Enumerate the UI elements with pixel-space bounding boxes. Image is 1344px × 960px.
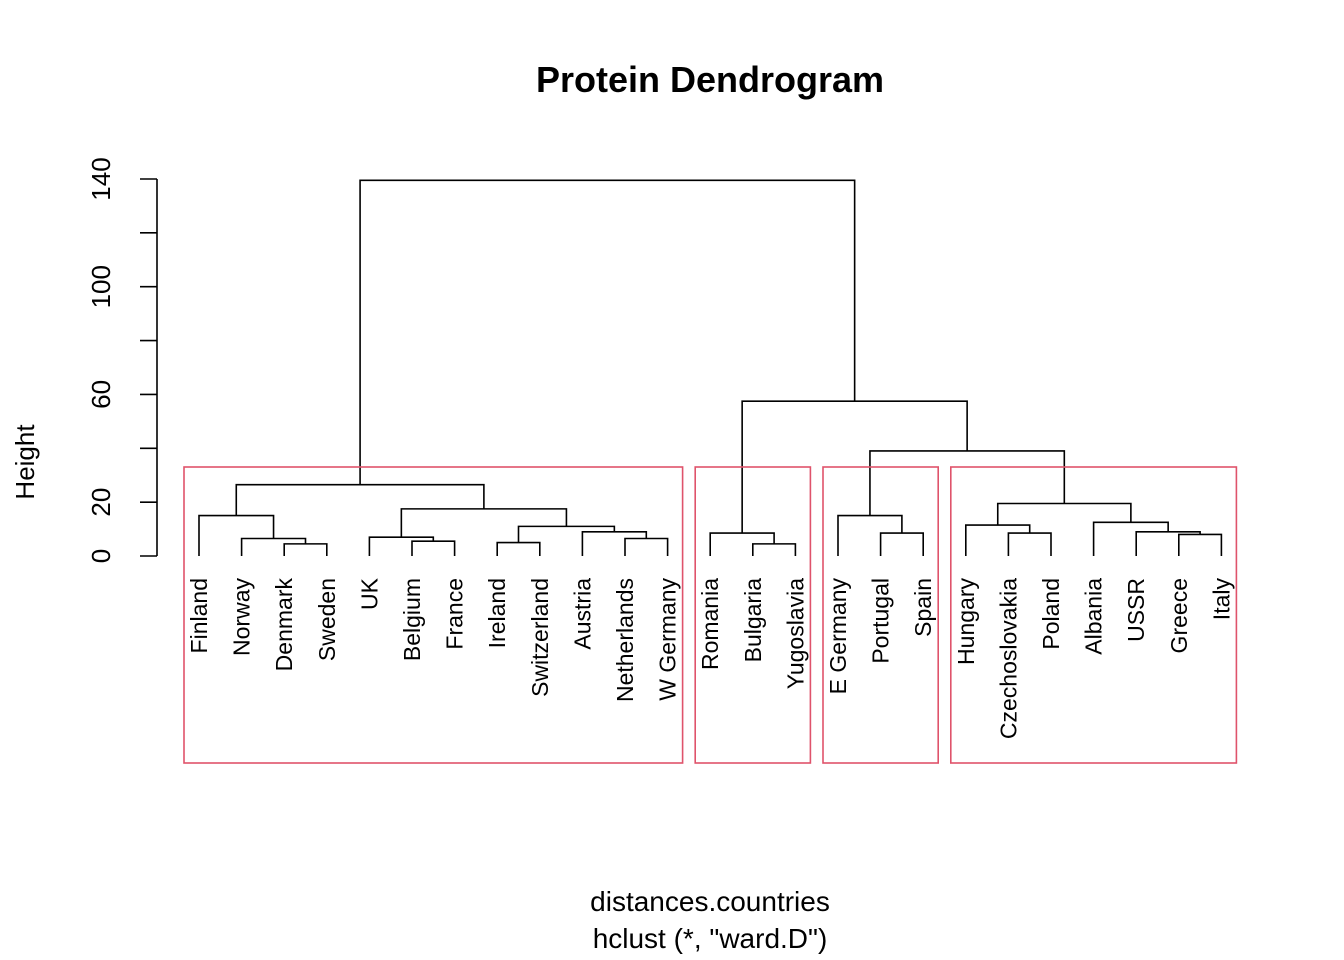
merge-link-m22 xyxy=(869,450,1066,516)
leaf-label: Belgium xyxy=(399,578,425,661)
merge-link-m16 xyxy=(1007,532,1052,556)
leaf-label: Austria xyxy=(569,578,595,650)
leaf-label: Portugal xyxy=(868,578,894,664)
merge-link-m7 xyxy=(624,537,669,556)
merge-link-m8 xyxy=(581,530,648,556)
leaf-label: Norway xyxy=(229,578,255,656)
leaf-label: E Germany xyxy=(825,578,851,695)
merge-link-m19 xyxy=(1135,530,1201,556)
merge-link-m17 xyxy=(965,524,1031,556)
leaf-label: USSR xyxy=(1123,578,1149,642)
merge-link-m15 xyxy=(837,514,903,556)
leaf-label: Hungary xyxy=(953,578,979,665)
merge-link-m10 xyxy=(400,508,568,538)
chart-title: Protein Dendrogram xyxy=(536,59,884,100)
leaf-label: UK xyxy=(356,577,382,610)
leaf-label: Switzerland xyxy=(527,578,553,697)
leaf-label: Bulgaria xyxy=(740,578,766,663)
y-tick-label: 0 xyxy=(86,549,116,563)
dendrogram-links xyxy=(198,179,1223,556)
leaf-label: Finland xyxy=(186,578,212,653)
leaf-labels: Finland Norway Denmark Sweden UK Belgium Franc… xyxy=(186,577,1234,739)
cluster-rect-1 xyxy=(183,466,684,764)
merge-link-m3 xyxy=(198,514,275,556)
merge-link-m1 xyxy=(283,543,328,556)
merge-link-m11 xyxy=(235,483,485,516)
merge-link-m12 xyxy=(752,543,797,556)
leaf-label: Sweden xyxy=(314,578,340,661)
y-tick-label: 100 xyxy=(86,265,116,308)
leaf-label: Yugoslavia xyxy=(782,578,808,689)
cluster-rect-3 xyxy=(822,466,939,764)
merge-link-m24 xyxy=(359,179,856,485)
leaf-label: Italy xyxy=(1208,578,1234,621)
y-tick-label: 60 xyxy=(86,380,116,409)
merge-link-m4 xyxy=(411,540,456,556)
cluster-rectangles xyxy=(183,466,1238,764)
leaf-label: Czechoslovakia xyxy=(995,578,1021,739)
leaf-label: Poland xyxy=(1038,578,1064,650)
leaf-label: Spain xyxy=(910,578,936,637)
merge-link-m14 xyxy=(879,532,924,556)
leaf-label: Denmark xyxy=(271,578,297,672)
merge-link-m18 xyxy=(1178,533,1223,556)
leaf-label: Greece xyxy=(1166,578,1192,653)
merge-link-m9 xyxy=(517,525,616,543)
cluster-rect-4 xyxy=(949,466,1238,764)
leaf-label: France xyxy=(442,578,468,650)
x-axis-label: distances.countries xyxy=(590,886,830,917)
y-tick-label: 20 xyxy=(86,488,116,517)
method-sublabel: hclust (*, "ward.D") xyxy=(593,923,828,954)
y-axis-label: Height xyxy=(10,424,40,500)
leaf-label: Albania xyxy=(1081,578,1107,655)
y-axis: 0 20 60 100 140 xyxy=(86,157,158,563)
merge-link-m20 xyxy=(1092,521,1169,556)
leaf-label: Romania xyxy=(697,578,723,670)
cluster-rect-2 xyxy=(694,466,812,764)
merge-link-m13 xyxy=(709,532,775,556)
leaf-label: Netherlands xyxy=(612,578,638,702)
y-tick-label: 140 xyxy=(86,157,116,200)
leaf-label: W Germany xyxy=(655,578,681,701)
merge-link-m6 xyxy=(496,541,541,556)
merge-link-m5 xyxy=(368,536,435,556)
leaf-label: Ireland xyxy=(484,578,510,648)
merge-link-m2 xyxy=(240,537,307,556)
